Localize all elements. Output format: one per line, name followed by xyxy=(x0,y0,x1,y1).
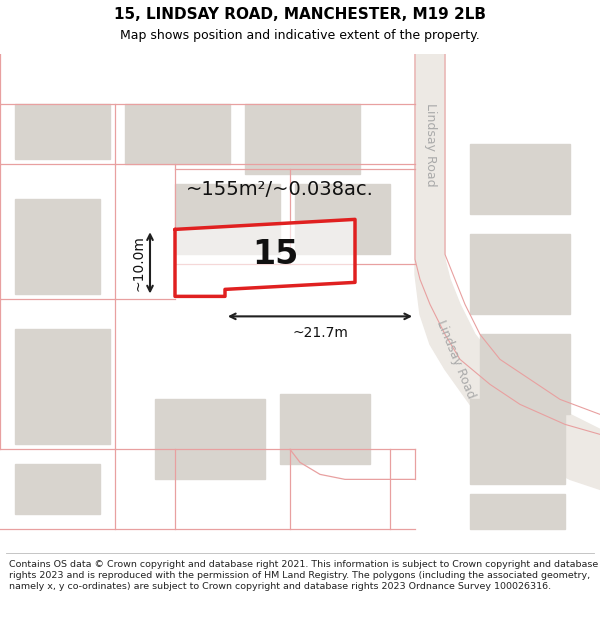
Polygon shape xyxy=(470,234,570,314)
Text: ~155m²/~0.038ac.: ~155m²/~0.038ac. xyxy=(186,181,374,199)
Text: Lindsay Road: Lindsay Road xyxy=(434,318,478,401)
Polygon shape xyxy=(470,399,565,484)
Polygon shape xyxy=(415,54,600,489)
Polygon shape xyxy=(175,184,280,254)
Polygon shape xyxy=(125,104,230,164)
Polygon shape xyxy=(15,464,100,514)
Polygon shape xyxy=(15,329,110,444)
Polygon shape xyxy=(470,494,565,529)
Polygon shape xyxy=(295,184,390,254)
Polygon shape xyxy=(15,199,100,294)
Polygon shape xyxy=(245,104,360,174)
Text: 15, LINDSAY ROAD, MANCHESTER, M19 2LB: 15, LINDSAY ROAD, MANCHESTER, M19 2LB xyxy=(114,7,486,22)
Polygon shape xyxy=(480,334,570,414)
Text: ~10.0m: ~10.0m xyxy=(131,235,145,291)
Text: 15: 15 xyxy=(252,238,298,271)
Polygon shape xyxy=(15,104,110,159)
Text: ~21.7m: ~21.7m xyxy=(292,326,348,341)
Text: Contains OS data © Crown copyright and database right 2021. This information is : Contains OS data © Crown copyright and d… xyxy=(9,560,598,591)
Polygon shape xyxy=(175,219,355,296)
Text: Map shows position and indicative extent of the property.: Map shows position and indicative extent… xyxy=(120,29,480,42)
Polygon shape xyxy=(280,394,370,464)
Polygon shape xyxy=(470,144,570,214)
Polygon shape xyxy=(155,399,265,479)
Text: Lindsay Road: Lindsay Road xyxy=(424,102,437,186)
